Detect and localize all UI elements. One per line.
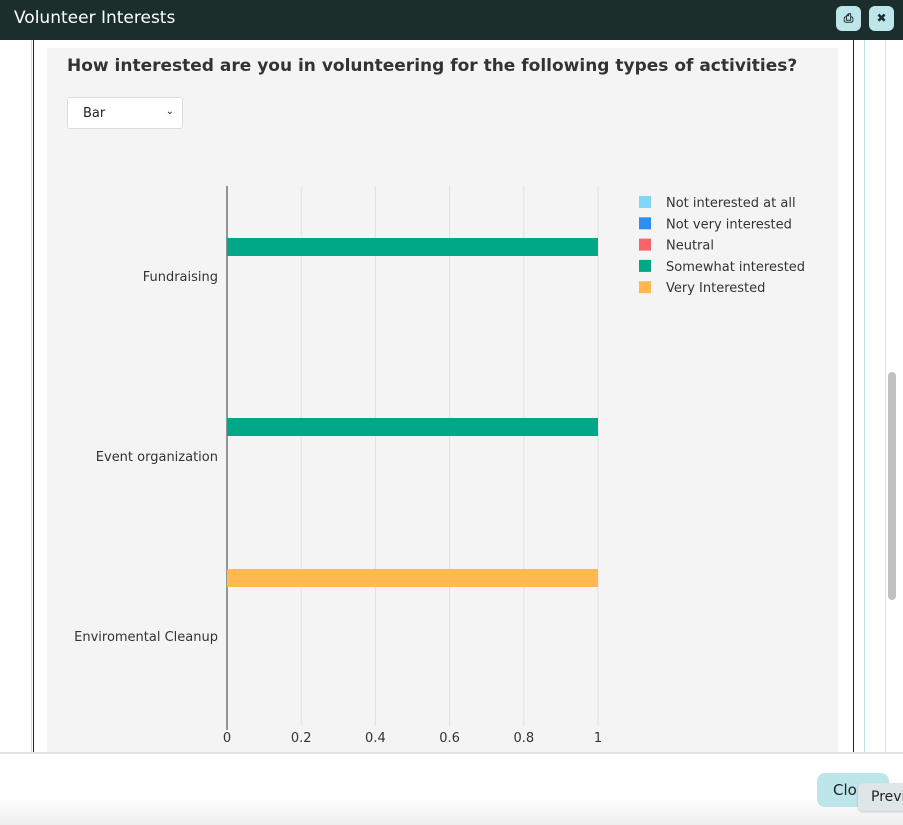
divider bbox=[33, 40, 34, 752]
bar bbox=[227, 569, 598, 587]
legend-label: Neutral bbox=[666, 239, 714, 254]
select-value: Bar bbox=[83, 106, 106, 121]
x-tick-label: 0.4 bbox=[365, 731, 386, 746]
legend-swatch bbox=[639, 259, 651, 272]
question-title: How interested are you in volunteering f… bbox=[67, 56, 798, 76]
legend-swatch bbox=[639, 196, 651, 208]
modal-footer: Clo Previ bbox=[0, 752, 903, 825]
close-icon: ✖ bbox=[876, 11, 887, 25]
legend-label: Not very interested bbox=[666, 217, 792, 232]
divider bbox=[864, 40, 865, 752]
chevron-down-icon: ⌄ bbox=[165, 106, 174, 117]
tooltip: Previ bbox=[858, 783, 903, 811]
bar-chart: 0 0.2 0.4 0.6 0.8 1 Fundraising Event organizat… bbox=[74, 186, 805, 746]
print-button[interactable]: ⎙ bbox=[836, 6, 861, 31]
question-panel: How interested are you in volunteering f… bbox=[47, 48, 838, 752]
divider bbox=[885, 40, 886, 752]
bar bbox=[227, 418, 598, 436]
divider bbox=[853, 40, 854, 752]
bar bbox=[227, 238, 598, 256]
modal-title: Volunteer Interests bbox=[14, 8, 176, 28]
legend-label: Somewhat interested bbox=[666, 260, 805, 275]
divider bbox=[31, 40, 32, 752]
x-tick-label: 0.2 bbox=[291, 731, 312, 746]
legend-swatch bbox=[639, 238, 651, 251]
x-tick-label: 1 bbox=[594, 731, 602, 746]
x-tick-label: 0.6 bbox=[439, 731, 460, 746]
y-tick-label: Enviromental Cleanup bbox=[74, 630, 218, 645]
y-tick-label: Event organization bbox=[96, 450, 218, 465]
chart-type-select[interactable]: Bar ⌄ bbox=[67, 97, 183, 129]
print-icon: ⎙ bbox=[843, 11, 854, 25]
close-label: Clo bbox=[833, 781, 857, 799]
legend-swatch bbox=[639, 281, 651, 294]
modal-header: Volunteer Interests ⎙ ✖ bbox=[0, 0, 903, 40]
legend-swatch bbox=[639, 217, 651, 230]
legend-label: Not interested at all bbox=[666, 196, 796, 211]
scrollbar-thumb[interactable] bbox=[888, 372, 896, 600]
tooltip-text: Previ bbox=[871, 789, 903, 805]
x-tick-label: 0 bbox=[223, 731, 231, 746]
x-tick-label: 0.8 bbox=[513, 731, 534, 746]
y-tick-label: Fundraising bbox=[143, 270, 218, 285]
legend-label: Very Interested bbox=[666, 281, 765, 296]
close-x-button[interactable]: ✖ bbox=[869, 6, 894, 31]
